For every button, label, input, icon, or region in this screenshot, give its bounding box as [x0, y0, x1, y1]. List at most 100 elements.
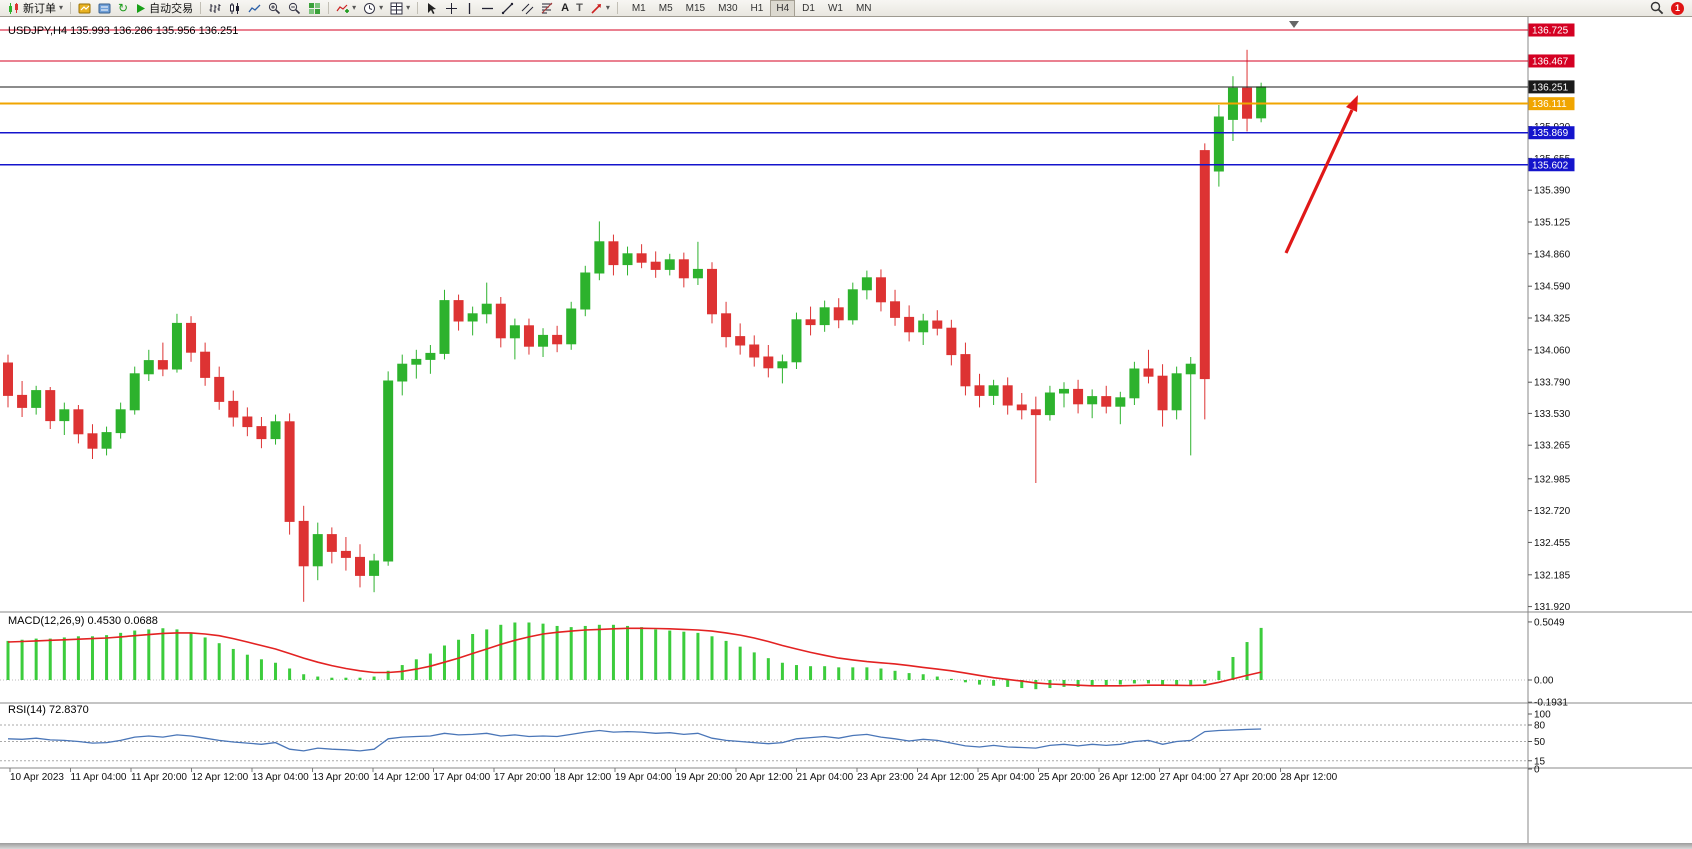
search-icon[interactable] [1650, 1, 1664, 15]
line-chart-mode-button[interactable] [245, 1, 264, 16]
candle-down [1143, 368, 1154, 377]
indicators-button[interactable]: ▾ [333, 1, 359, 16]
zoom-out-icon [288, 2, 301, 14]
macd-histogram-bar [316, 676, 320, 680]
chart-shift-marker[interactable] [1289, 21, 1299, 28]
toolbar-separator [328, 2, 330, 14]
rsi-label: RSI(14) 72.8370 [8, 704, 89, 716]
price-badge [1528, 97, 1575, 111]
rsi-scale-label: 0 [1534, 765, 1540, 776]
macd-histogram-bar [724, 640, 728, 680]
chevron-down-icon: ▾ [379, 3, 384, 12]
macd-histogram-bar [1118, 680, 1122, 685]
market-watch-button[interactable] [75, 1, 94, 16]
refresh-button[interactable]: ↻ [115, 1, 131, 16]
trendline-tool-button[interactable] [498, 1, 517, 16]
zoom-out-button[interactable] [285, 1, 304, 16]
candle-down [326, 534, 337, 552]
candle-down [1157, 375, 1168, 411]
timeframe-h1-button[interactable]: H1 [750, 2, 764, 14]
arrows-tool-button[interactable]: ▾ [587, 1, 613, 16]
macd-histogram-bar [1217, 670, 1221, 680]
candle-down [763, 356, 774, 369]
zoom-in-button[interactable] [265, 1, 284, 16]
time-label: 13 Apr 04:00 [252, 772, 309, 783]
text-tool-button[interactable]: A [558, 1, 572, 16]
chart-canvas[interactable]: 135.920135.655135.390135.125134.860134.5… [0, 17, 1692, 843]
time-label: 18 Apr 12:00 [555, 772, 612, 783]
macd-histogram-bar [147, 629, 151, 680]
horizontal-line-tool-button[interactable] [478, 1, 497, 16]
macd-histogram-bar [865, 667, 869, 680]
timeframe-h4-button[interactable]: H4 [770, 0, 796, 17]
candle-down [721, 313, 732, 338]
timeframe-mn-button[interactable]: MN [855, 2, 872, 14]
new-order-button[interactable]: 新订单 ▾ [4, 1, 66, 16]
timeframe-m15-button[interactable]: M15 [685, 2, 706, 14]
price-tick-label: 131.920 [1534, 602, 1571, 613]
data-window-button[interactable] [95, 1, 114, 16]
clock-icon [364, 2, 376, 14]
toolbar-separator [417, 2, 419, 14]
time-label: 11 Apr 20:00 [131, 772, 187, 783]
candle-up [594, 241, 605, 274]
candle-up [270, 421, 281, 440]
cursor-icon [428, 2, 437, 14]
candle-down [73, 409, 84, 435]
trend-arrow[interactable] [1284, 95, 1358, 254]
timeframe-w1-button[interactable]: W1 [827, 2, 843, 14]
price-tick-label: 133.265 [1534, 441, 1571, 452]
candle-down [1199, 150, 1210, 380]
candle-down [45, 390, 56, 422]
candlestick-icon [230, 2, 240, 14]
macd-histogram-bar [907, 673, 911, 680]
macd-histogram-bar [921, 674, 925, 680]
cursor-tool-button[interactable] [422, 1, 441, 16]
bar-chart-mode-button[interactable] [205, 1, 224, 16]
macd-histogram-bar [358, 677, 362, 680]
candle-down [1030, 409, 1041, 416]
macd-histogram-bar [935, 676, 939, 680]
candle-down [17, 394, 28, 408]
market-watch-icon [78, 3, 91, 13]
candle-up [1044, 392, 1055, 416]
macd-histogram-bar [1006, 680, 1010, 687]
candle-down [1101, 396, 1112, 407]
label-tool-button[interactable]: T [573, 1, 586, 16]
timeframe-d1-button[interactable]: D1 [802, 2, 815, 14]
candle-up [1256, 86, 1267, 119]
price-badge-label: 136.251 [1532, 82, 1569, 93]
templates-button[interactable]: ▾ [387, 1, 413, 16]
time-label: 10 Apr 2023 [10, 772, 64, 783]
timeframe-m5-button[interactable]: M5 [658, 2, 673, 14]
candle-up [1185, 363, 1196, 375]
time-label: 12 Apr 12:00 [192, 772, 249, 783]
ohlc-title: USDJPY,H4 135.993 136.286 135.956 136.25… [8, 25, 238, 37]
candlestick-mode-button[interactable] [225, 1, 244, 16]
auto-trading-button[interactable]: 自动交易 [132, 1, 196, 16]
channel-tool-button[interactable] [518, 1, 537, 16]
macd-histogram-bar [6, 640, 10, 680]
timeframe-m1-button[interactable]: M1 [631, 2, 646, 14]
fibonacci-tool-button[interactable] [538, 1, 557, 16]
chevron-down-icon: ▾ [59, 3, 64, 12]
time-label: 27 Apr 04:00 [1160, 772, 1217, 783]
macd-histogram-bar [626, 625, 630, 680]
candle-up [369, 560, 380, 576]
bottom-scrollbar[interactable] [0, 843, 1692, 849]
tile-windows-button[interactable] [305, 1, 324, 16]
candle-up [411, 358, 422, 365]
macd-histogram-bar [541, 623, 545, 680]
macd-histogram-bar [780, 662, 784, 680]
periods-button[interactable]: ▾ [360, 1, 386, 16]
timeframe-m30-button[interactable]: M30 [718, 2, 738, 14]
candle-up [777, 361, 788, 369]
candle-down [749, 344, 760, 358]
crosshair-tool-button[interactable] [442, 1, 461, 16]
notification-badge[interactable]: 1 [1671, 1, 1684, 15]
chevron-down-icon: ▾ [406, 3, 411, 12]
macd-histogram-bar [1146, 680, 1150, 684]
macd-histogram-bar [231, 648, 235, 680]
candle-down [833, 307, 844, 321]
vertical-line-tool-button[interactable] [462, 1, 477, 16]
